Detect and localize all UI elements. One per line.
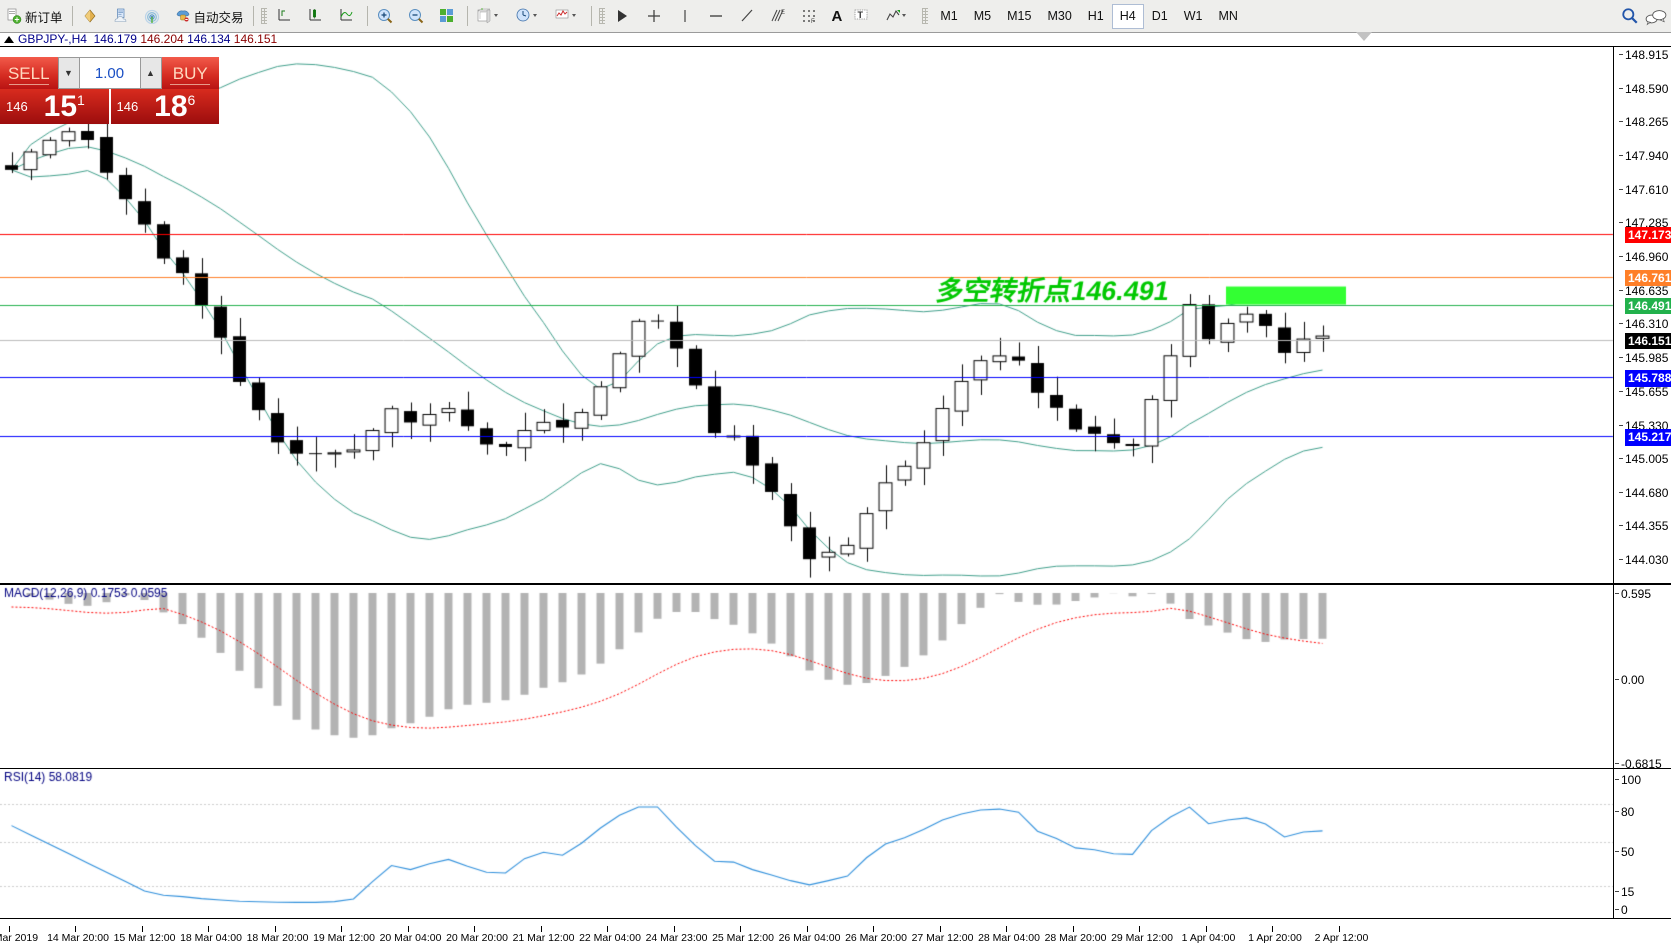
svg-text:F: F [811,19,815,24]
svg-text:E: E [781,10,785,16]
svg-text:T: T [858,10,864,20]
